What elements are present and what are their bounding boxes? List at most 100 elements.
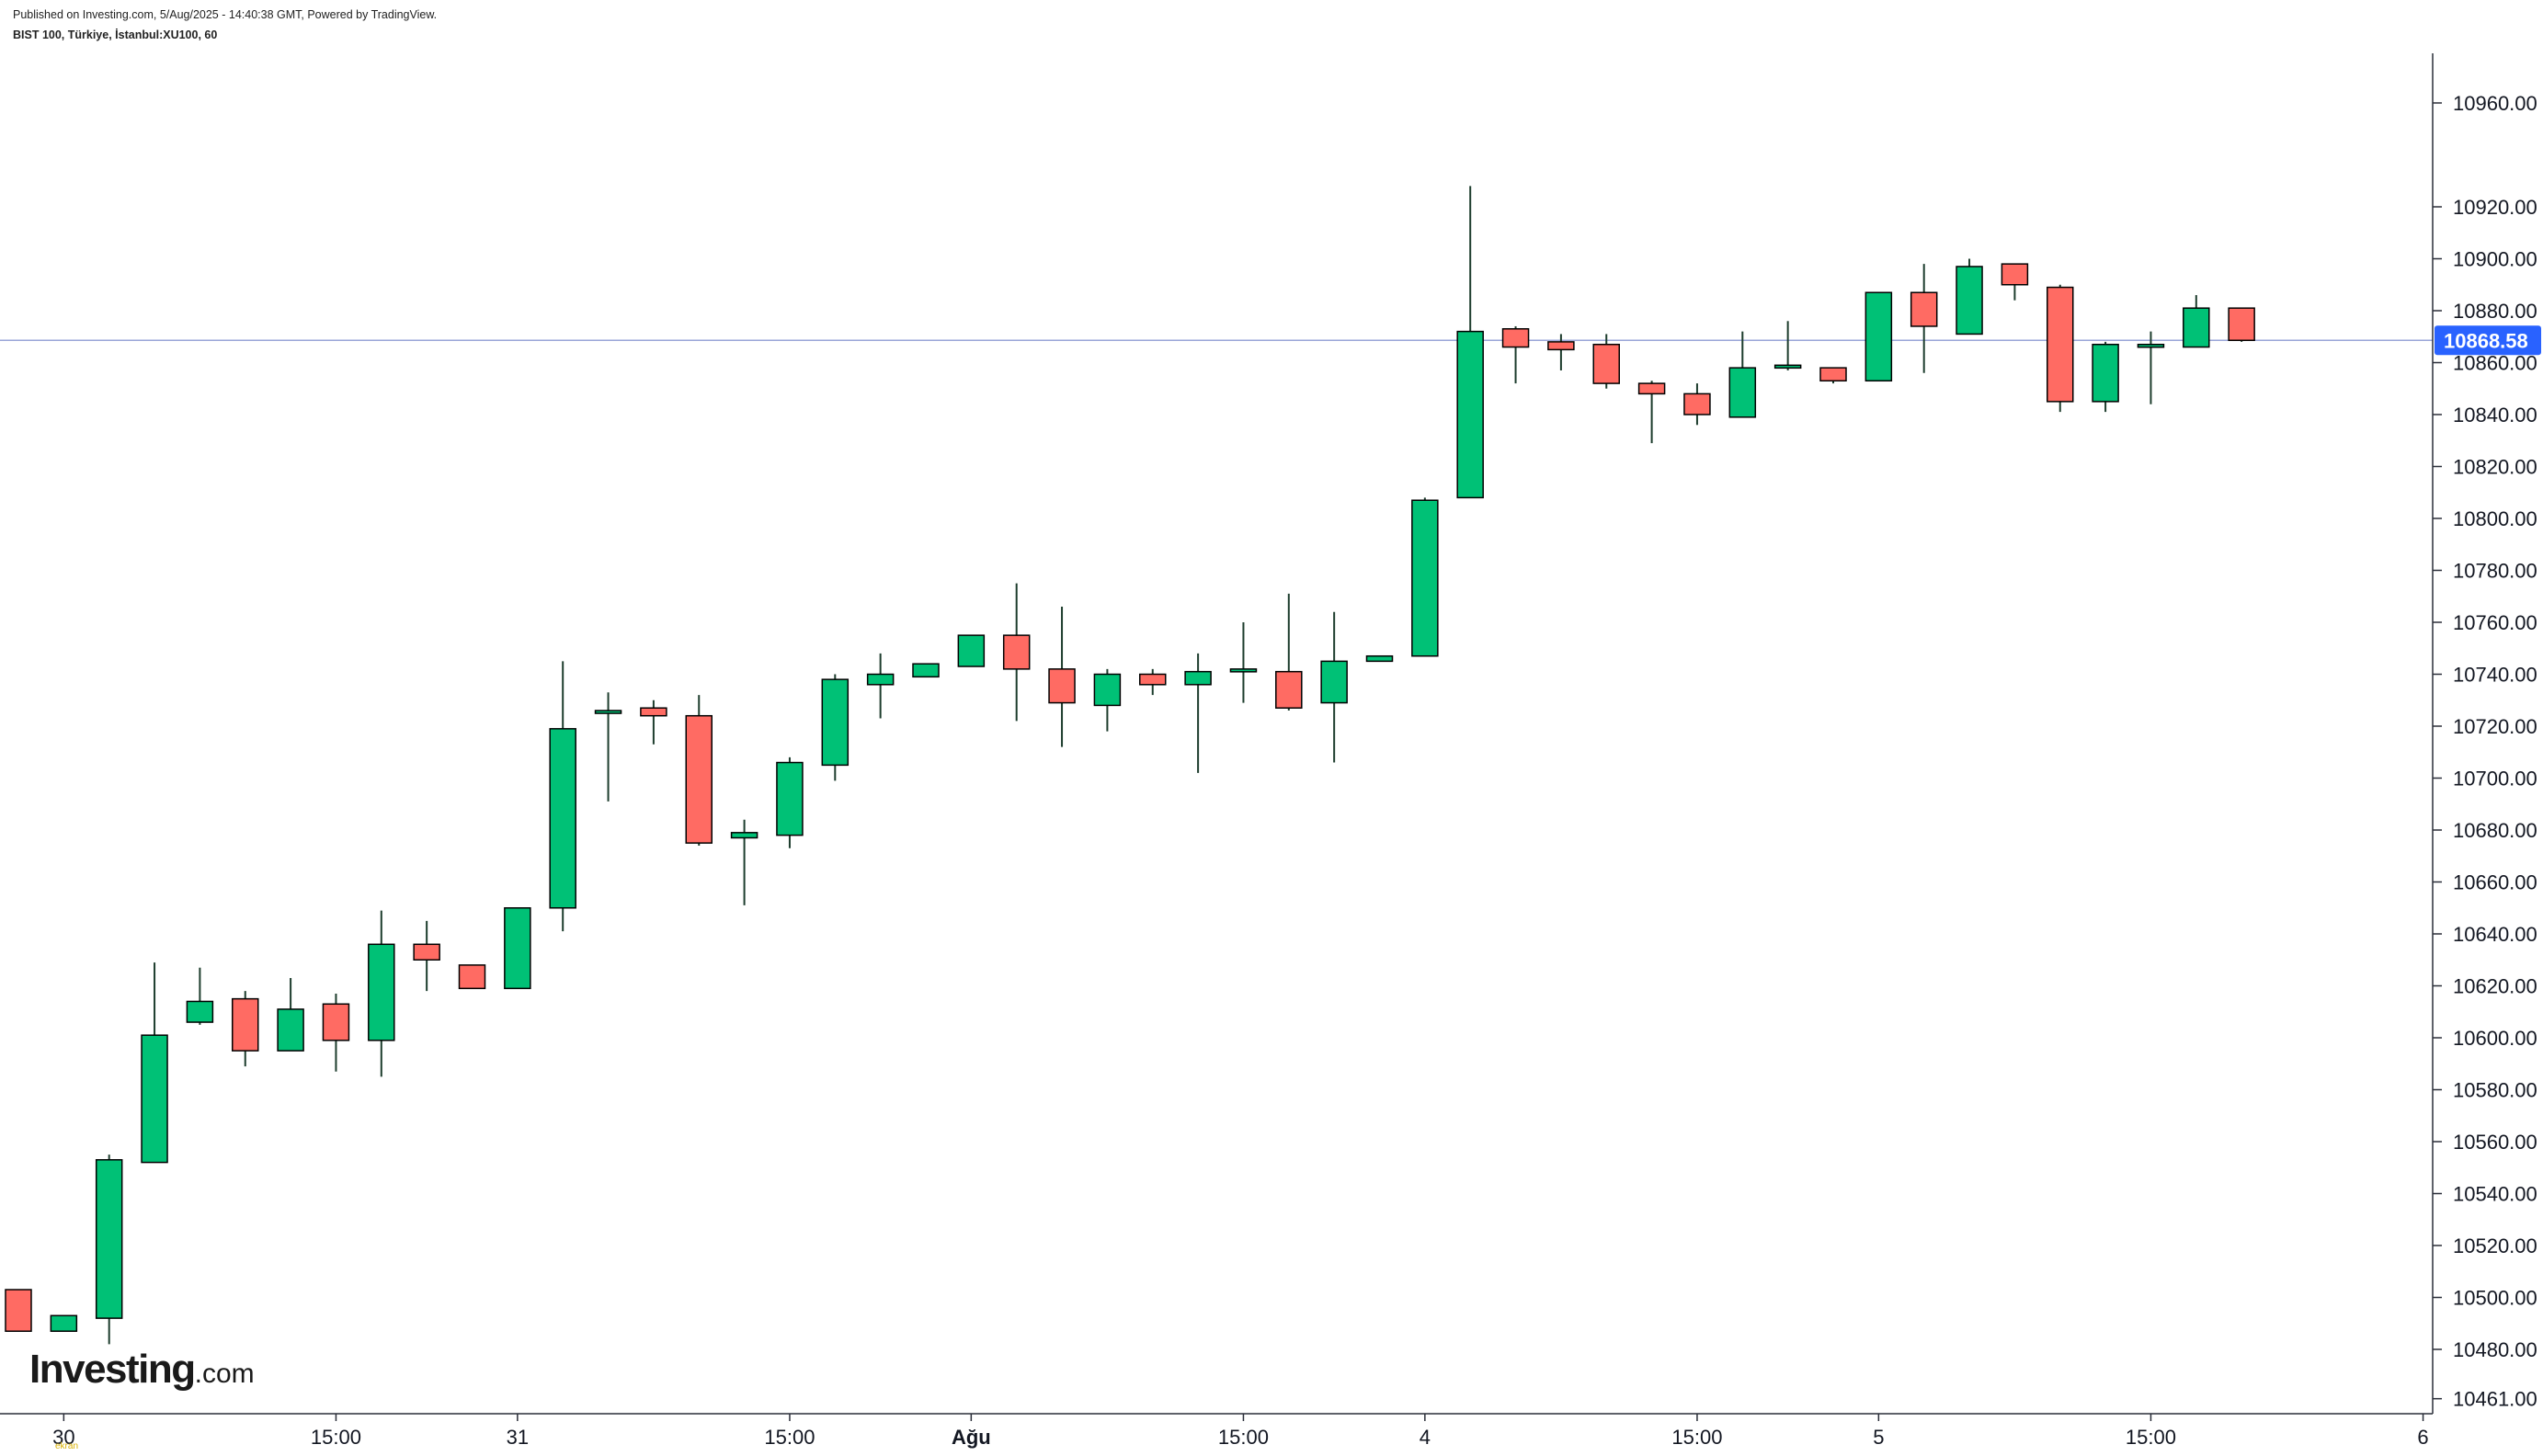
plot-area — [0, 186, 2433, 1345]
candle-down — [1002, 583, 1031, 722]
y-tick-label: 10880.00 — [2453, 300, 2537, 323]
y-tick-label: 10820.00 — [2453, 456, 2537, 479]
candle-up — [368, 910, 395, 1077]
candle-up — [2183, 295, 2210, 348]
candle-down — [322, 993, 350, 1072]
candle-body — [1411, 499, 1439, 657]
candle-body — [413, 943, 440, 961]
candle-body — [1728, 367, 1757, 418]
y-tick-label: 10660.00 — [2453, 871, 2537, 894]
candle-body — [1048, 668, 1076, 704]
candle-body — [1002, 634, 1031, 670]
candle-body — [957, 634, 986, 667]
candle-body — [1139, 673, 1167, 686]
candle-body — [2228, 307, 2255, 342]
candle-body — [1093, 673, 1122, 707]
candle-up — [549, 661, 576, 932]
candle-up — [1093, 668, 1122, 732]
candle-body — [1229, 668, 1258, 673]
x-axis: 30 15:00 31 15:00 Ağu 15:00 4 15:00 5 15:00 6 — [0, 1413, 2433, 1449]
y-tick-label: 10620.00 — [2453, 975, 2537, 998]
candle-up — [1320, 611, 1348, 763]
candle-body — [5, 1289, 32, 1332]
candle-body — [685, 714, 713, 844]
candle-body — [594, 710, 622, 714]
candle-up — [1411, 497, 1439, 657]
investing-logo: Investing.com — [29, 1347, 255, 1392]
y-tick-label: 10461.00 — [2453, 1388, 2537, 1411]
candle-up — [957, 634, 986, 667]
x-tick-label: 4 — [1420, 1426, 1431, 1449]
candle-down — [685, 695, 713, 846]
x-tick-label: 6 — [2417, 1426, 2428, 1449]
candle-body — [912, 663, 940, 678]
x-tick-label: 31 — [507, 1426, 529, 1449]
x-tick-label: 15:00 — [764, 1426, 815, 1449]
candle-up — [730, 819, 758, 905]
candle-body — [2183, 307, 2210, 348]
candle-down — [458, 964, 486, 990]
y-tick-label: 10900.00 — [2453, 248, 2537, 271]
candle-body — [458, 964, 486, 990]
candle-down — [5, 1289, 32, 1332]
candle-up — [866, 653, 895, 719]
candle-body — [2047, 286, 2074, 403]
candle-down — [640, 700, 667, 745]
candle-body — [640, 707, 667, 717]
candle-body — [1773, 364, 1802, 370]
candle-body — [1547, 341, 1575, 351]
y-tick-label: 10480.00 — [2453, 1338, 2537, 1361]
candle-up — [1773, 321, 1802, 370]
x-tick-label: 15:00 — [1671, 1426, 1722, 1449]
x-tick-label: 5 — [1873, 1426, 1884, 1449]
candle-body — [368, 943, 395, 1041]
y-axis: 10461.00 10480.00 10500.00 10520.00 10540.00… — [2432, 53, 2541, 1414]
candle-body — [141, 1034, 168, 1164]
candle-down — [1275, 593, 1303, 711]
candle-body — [821, 678, 850, 767]
candle-down — [1819, 367, 1847, 384]
candle-body — [776, 761, 804, 836]
candle-down — [2001, 263, 2029, 301]
y-tick-label: 10600.00 — [2453, 1027, 2537, 1050]
candle-body — [1501, 328, 1530, 348]
candle-body — [1365, 654, 1394, 663]
y-tick-label: 10580.00 — [2453, 1079, 2537, 1102]
candle-up — [141, 962, 168, 1164]
candle-up — [821, 674, 850, 781]
candle-body — [232, 997, 259, 1052]
candle-body — [2137, 343, 2165, 348]
candle-body — [1184, 670, 1212, 686]
y-tick-label: 10720.00 — [2453, 715, 2537, 738]
candle-down — [1910, 264, 1938, 373]
candle-down — [1501, 325, 1530, 384]
candle-up — [2137, 331, 2165, 404]
y-tick-label: 10920.00 — [2453, 196, 2537, 219]
candle-body — [1320, 660, 1348, 704]
candle-down — [1592, 334, 1620, 389]
candle-up — [594, 692, 622, 802]
candle-body — [730, 832, 758, 839]
watermark-stamp: ekran — [55, 1441, 79, 1451]
candle-down — [1683, 383, 1711, 426]
candle-up — [277, 978, 304, 1052]
candle-up — [1956, 258, 1983, 336]
y-tick-label: 10760.00 — [2453, 611, 2537, 634]
x-tick-label: Ağu — [952, 1426, 991, 1449]
candle-up — [776, 756, 804, 848]
candle-down — [1637, 381, 1666, 444]
candle-down — [2047, 284, 2074, 413]
candle-body — [1456, 330, 1484, 499]
candle-down — [232, 991, 259, 1067]
candle-body — [322, 1003, 350, 1041]
candle-body — [1910, 291, 1938, 327]
candle-up — [50, 1314, 78, 1332]
candle-up — [95, 1155, 123, 1345]
candle-up — [1456, 186, 1484, 499]
candle-down — [1139, 668, 1167, 696]
x-tick-label: 15:00 — [2126, 1426, 2176, 1449]
candle-down — [1547, 334, 1575, 370]
candle-body — [186, 1000, 214, 1023]
y-tick-label: 10780.00 — [2453, 560, 2537, 583]
